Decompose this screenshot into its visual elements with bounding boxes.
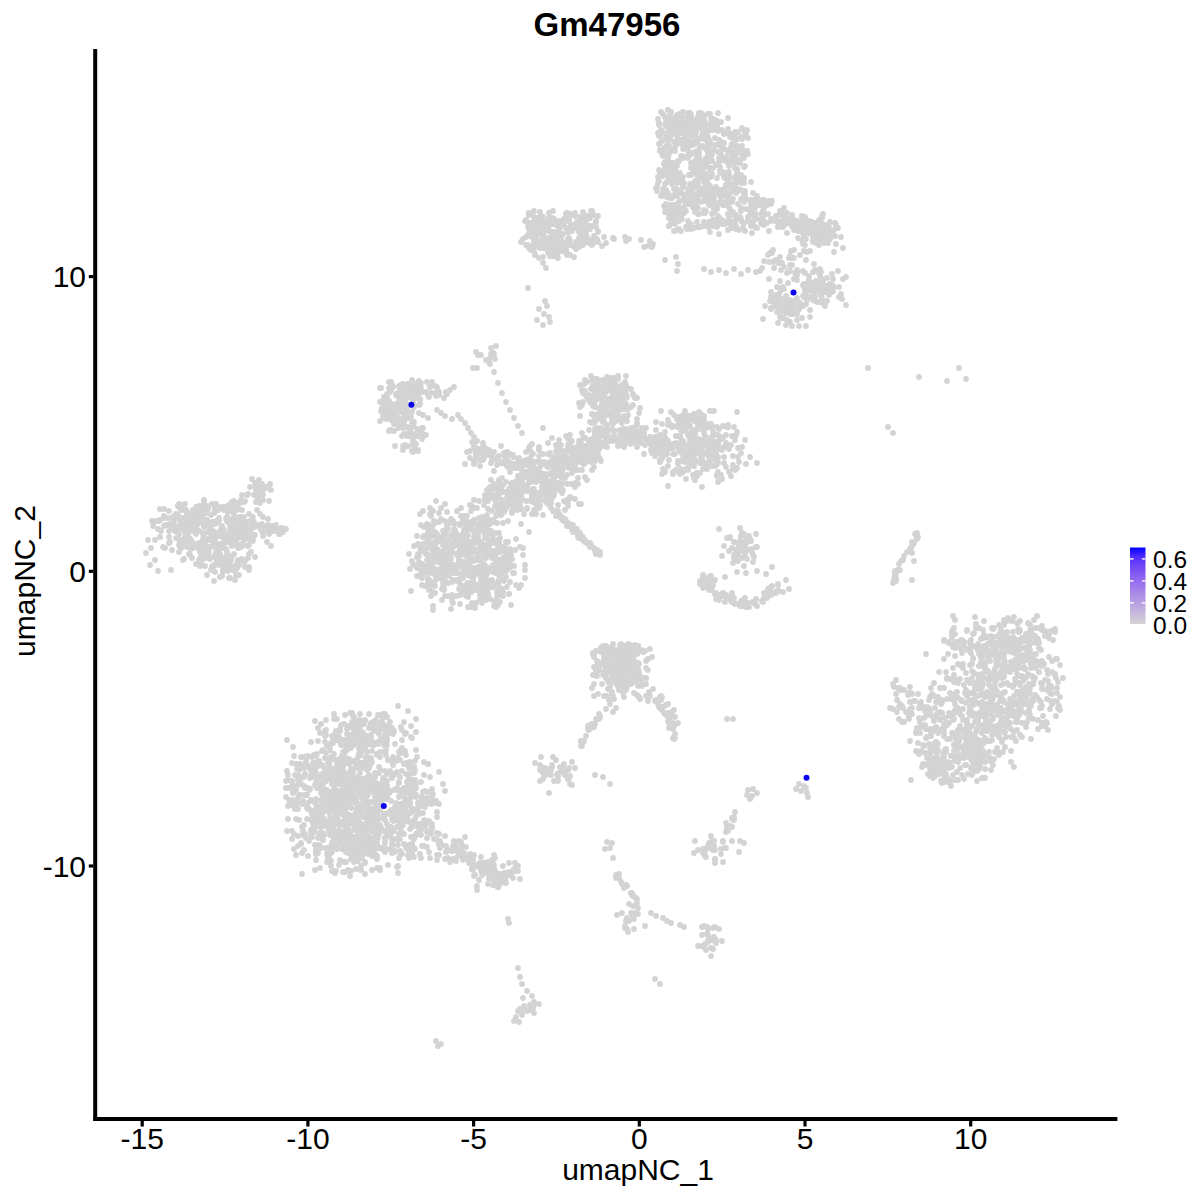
svg-text:-10: -10 [286,1122,329,1155]
svg-text:0: 0 [631,1122,648,1155]
svg-text:5: 5 [797,1122,814,1155]
svg-text:umapNC_2: umapNC_2 [8,505,41,657]
svg-text:umapNC_1: umapNC_1 [562,1153,714,1186]
svg-text:Gm47956: Gm47956 [534,6,681,43]
svg-text:-15: -15 [121,1122,164,1155]
svg-text:-5: -5 [460,1122,487,1155]
svg-text:10: 10 [954,1122,987,1155]
svg-text:0: 0 [69,555,86,588]
svg-text:-10: -10 [43,850,86,883]
svg-text:10: 10 [53,260,86,293]
svg-text:0.0: 0.0 [1153,612,1187,639]
